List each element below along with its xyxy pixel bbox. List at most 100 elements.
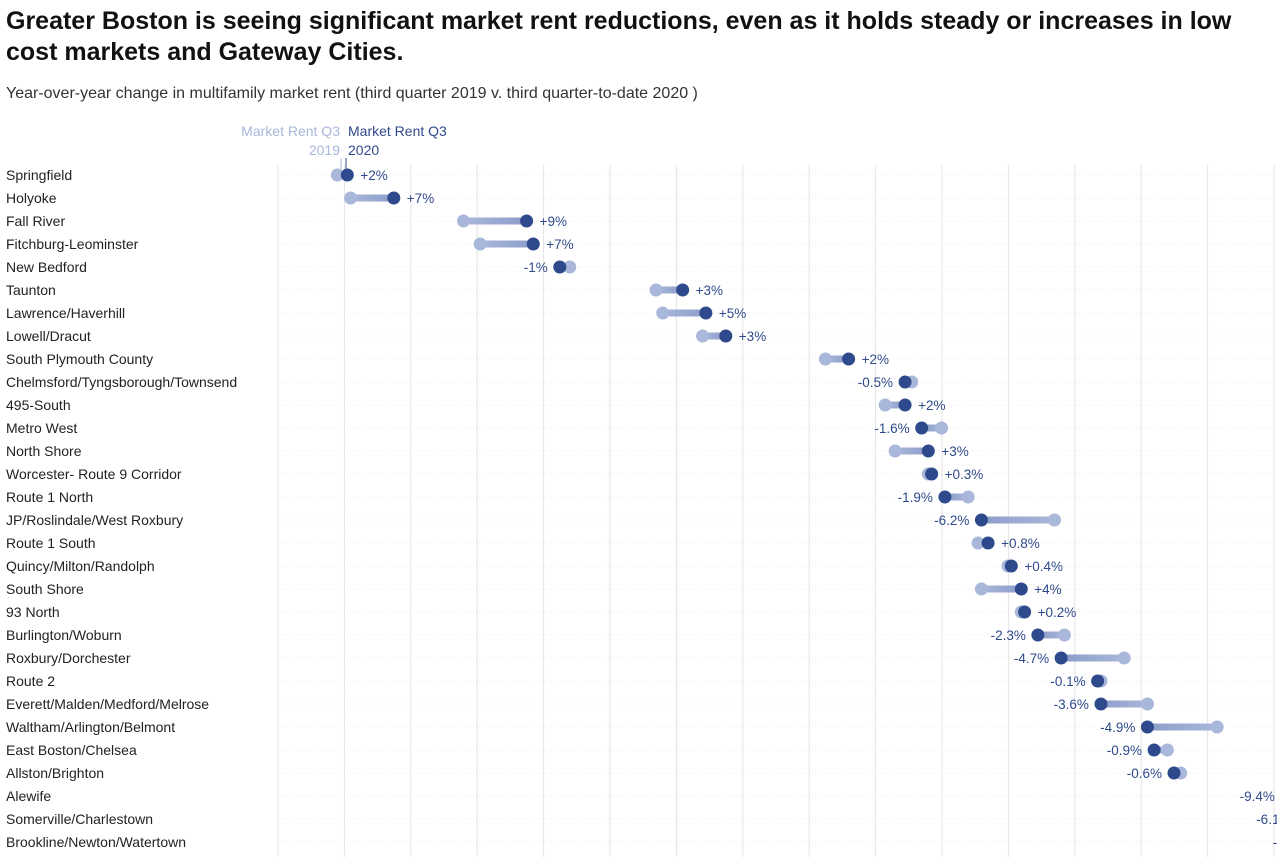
change-label: -4.7% (1014, 651, 1049, 666)
row-new-bedford: New Bedford -1% (6, 259, 577, 275)
row-worcester-route-9-corridor: Worcester- Route 9 Corridor +0.3% (6, 466, 983, 482)
dot-q2020 (915, 421, 929, 435)
row-route-1-south: Route 1 South +0.8% (6, 535, 1040, 551)
row-495-south: 495-South +2% (6, 397, 945, 413)
dot-q2019 (1210, 720, 1224, 734)
change-label: +9% (540, 214, 567, 229)
category-label: South Plymouth County (6, 351, 153, 367)
dot-q2020 (981, 536, 995, 550)
dot-q2020 (1031, 628, 1045, 642)
dot-q2019 (649, 283, 663, 297)
change-label: +5% (719, 306, 746, 321)
dot-q2019 (818, 352, 832, 366)
row-south-shore: South Shore +4% (6, 581, 1062, 597)
dot-q2019 (888, 444, 902, 458)
dot-q2020 (1054, 651, 1068, 665)
change-label: -4.9% (1100, 720, 1135, 735)
row-metro-west: Metro West -1.6% (6, 420, 949, 436)
dot-q2020 (921, 444, 935, 458)
dot-q2020 (1167, 766, 1181, 780)
change-label: +2% (918, 398, 945, 413)
change-label: -6.1% (1256, 812, 1277, 827)
change-label: -0.1% (1050, 674, 1085, 689)
change-label: -9.4% (1240, 789, 1275, 804)
legend: Market Rent Q3 2019 Market Rent Q3 2020 (241, 123, 447, 170)
category-label: Fitchburg-Leominster (6, 236, 139, 252)
rows: Springfield +2% Holyoke +7% Fall River +9% Fit… (6, 167, 1277, 850)
category-label: Burlington/Woburn (6, 627, 122, 643)
dot-q2020 (699, 306, 713, 320)
change-label: +3% (696, 283, 723, 298)
dot-q2019 (971, 536, 985, 550)
change-label: +3% (941, 444, 968, 459)
category-label: Quincy/Milton/Randolph (6, 558, 155, 574)
dot-q2020 (526, 237, 540, 251)
dot-q2019 (457, 214, 471, 228)
category-label: East Boston/Chelsea (6, 742, 137, 758)
category-label: North Shore (6, 443, 82, 459)
dot-q2019 (878, 398, 892, 412)
dot-q2019 (961, 490, 975, 504)
category-label: Waltham/Arlington/Belmont (6, 719, 175, 735)
category-label: Chelmsford/Tyngsborough/Townsend (6, 374, 237, 390)
dot-q2019 (563, 260, 577, 274)
gridlines (277, 165, 1275, 857)
dot-q2019 (1057, 628, 1071, 642)
dot-q2019 (344, 191, 358, 205)
category-label: Worcester- Route 9 Corridor (6, 466, 182, 482)
change-label: +4% (1034, 582, 1061, 597)
legend-label-q2019-line1: Market Rent Q3 (241, 123, 340, 139)
dot-q2020 (340, 168, 354, 182)
change-label: +0.2% (1038, 605, 1077, 620)
dot-q2020 (1147, 743, 1161, 757)
category-label: Holyoke (6, 190, 57, 206)
row-chelmsford-tyngsborough-townsend: Chelmsford/Tyngsborough/Townsend -0.5% (6, 374, 919, 390)
row-somerville-charlestown: Somerville/Charlestown -6.1% (6, 811, 1277, 827)
change-label: +2% (360, 168, 387, 183)
row-route-2: Route 2 -0.1% (6, 673, 1108, 689)
dot-q2019 (974, 582, 988, 596)
change-label: -0.6% (1127, 766, 1162, 781)
dot-q2020 (1004, 559, 1018, 573)
row-fall-river: Fall River +9% (6, 213, 567, 229)
row-east-boston-chelsea: East Boston/Chelsea -0.9% (6, 742, 1174, 758)
chart-subtitle: Year-over-year change in multifamily mar… (6, 85, 698, 102)
category-label: Metro West (6, 420, 77, 436)
dot-q2020 (387, 191, 401, 205)
change-label: -1.9% (898, 490, 933, 505)
row-north-shore: North Shore +3% (6, 443, 969, 459)
dot-q2020 (1018, 605, 1032, 619)
category-label: South Shore (6, 581, 84, 597)
dot-q2019 (473, 237, 487, 251)
row-waltham-arlington-belmont: Waltham/Arlington/Belmont -4.9% (6, 719, 1224, 735)
change-label: -1.6% (874, 421, 909, 436)
row-lawrence-haverhill: Lawrence/Haverhill +5% (6, 305, 746, 321)
dot-q2019 (330, 168, 344, 182)
dot-q2020 (1014, 582, 1028, 596)
change-label: -2.3% (991, 628, 1026, 643)
category-label: JP/Roslindale/West Roxbury (6, 512, 183, 528)
change-label: +7% (407, 191, 434, 206)
dot-q2019 (1047, 513, 1061, 527)
change-label: +0.4% (1024, 559, 1063, 574)
chart-title: Greater Boston is seeing significant mar… (6, 7, 1232, 66)
dot-q2020 (1091, 674, 1105, 688)
category-label: Route 2 (6, 673, 55, 689)
row-jp-roslindale-west-roxbury: JP/Roslindale/West Roxbury -6.2% (6, 512, 1061, 528)
category-label: Brookline/Newton/Watertown (6, 834, 186, 850)
category-label: Springfield (6, 167, 72, 183)
change-label: +3% (739, 329, 766, 344)
dot-q2019 (935, 421, 949, 435)
category-label: 93 North (6, 604, 60, 620)
category-label: Route 1 South (6, 535, 96, 551)
dot-q2020 (898, 398, 912, 412)
dot-q2019 (1117, 651, 1131, 665)
change-label: -0.9% (1107, 743, 1142, 758)
row-south-plymouth-county: South Plymouth County +2% (6, 351, 889, 367)
dot-q2020 (676, 283, 690, 297)
dot-q2020 (925, 467, 939, 481)
row-taunton: Taunton +3% (6, 282, 723, 298)
change-label: -6.2% (934, 513, 969, 528)
dot-q2019 (656, 306, 670, 320)
change-label: -1% (524, 260, 548, 275)
